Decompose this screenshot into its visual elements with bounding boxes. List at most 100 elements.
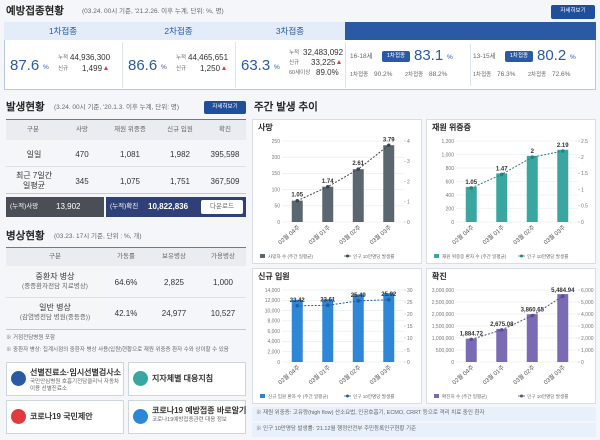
table-header-cell: 신규 입원 [167,126,193,133]
footnote: ※ 인구 10만명당 발생률: '21.12월 행정안전부 주민등록인구현황 기… [256,426,417,432]
y2-tick-label: 15 [407,324,413,330]
table-cell: 395,598 [210,150,240,159]
y-tick-label: 200 [446,206,455,212]
x-tick-label: 03월 02주 [511,363,536,386]
link-icon [11,371,26,386]
y-tick-label: 1,000 [441,152,454,158]
line-point [499,328,504,332]
chart-title: 확진 [432,271,447,281]
line [471,150,563,189]
rate-unit: % [274,64,280,71]
total-deaths: 13,902 [56,202,81,211]
download-button[interactable] [201,200,243,214]
total-deaths-label: (누적)사망 [10,203,39,210]
bar [352,169,364,222]
detail-button-label[interactable]: 자세히보기 [560,8,586,14]
link-subtitle[interactable]: 코로나19예방접종관련 대응 정보 [152,417,227,423]
detail-button[interactable] [551,5,595,19]
line-point [386,143,391,148]
tab[interactable]: 청소년 접종률 [445,26,496,36]
line-point [499,172,504,177]
y-tick-label: 400 [446,193,455,199]
table-cell: 1,081 [119,150,141,159]
data-label: 2.61 [352,161,364,167]
download-label[interactable]: 다운로드 [210,203,234,210]
row-line [6,329,246,330]
y2-tick-label: 2,000 [581,336,594,342]
y2-tick-label: 0 [407,220,410,226]
y-tick-label: 6,000 [267,329,280,335]
footnote-bg [252,423,596,437]
line-point [356,167,361,171]
footnote-bg [252,407,596,421]
bar [465,186,477,222]
y-tick-label: 0 [277,220,280,226]
legend-label: 사망자 수 (주간 일평균) [268,253,313,260]
y2-tick-label: 3 [407,159,410,165]
y2-tick-label: 3,000 [581,324,594,330]
link-title[interactable]: 코로나19 예방접종 바로알기 [152,406,247,415]
x-tick-label: 03월 02주 [337,223,362,246]
x-tick-label: 03월 01주 [481,223,506,246]
link-title[interactable]: 지자체별 대응지침 [152,374,214,383]
bar [352,294,364,362]
section-title: 발생현황 [6,101,45,113]
line-point [469,186,474,190]
y2-tick-label: 5 [407,348,410,354]
y-tick-label: 150 [272,171,281,177]
y-tick-label: 600 [446,179,455,185]
legend-label: 신규 입원 환자 수 (주간 일평균) [268,393,329,400]
chart-title: 신규 입원 [258,271,290,281]
bar [322,186,334,222]
y-tick-label: 8,000 [267,319,280,325]
rate: 80.2 [537,47,567,64]
link-title[interactable]: 코로나19 국민제안 [30,412,93,421]
rate: 83.1 [414,47,444,64]
link-card[interactable] [128,400,246,434]
first: 76.3% [497,71,516,78]
rate: 63.3 [241,57,271,74]
table-cell: 42.1% [114,309,138,318]
tab-active [345,22,596,40]
line [471,295,564,340]
y2-tick-label: 1.5 [581,171,588,177]
tab[interactable]: 3차접종 [275,26,305,36]
line-point [356,299,361,303]
detail-button[interactable] [204,101,246,114]
link-subtitle[interactable]: 국민안심병원 호흡기전담클리닉 자동차이용 선별진료소 [30,379,120,392]
table-cell: 1,982 [169,150,191,159]
table-header-cell: 구분 [49,253,61,260]
y2-tick-label: 2 [407,179,410,185]
total-deaths-box [6,197,104,217]
badge-label: 1차접종 [509,53,529,59]
legend-label: 재원 위중증 환자 수 (주간 일평균) [442,253,507,260]
second: 72.6% [552,71,571,78]
line-point [530,313,535,318]
badge-label: 1차접종 [386,53,406,59]
extra-label: 60세이상 [289,70,311,76]
x-tick-label: 02월 04주 [450,363,475,386]
link-title[interactable]: 선별진료소·임시선별검사소 [30,368,121,377]
x-tick-label: 03월 01주 [307,223,332,246]
bar [557,294,569,362]
detail-button-label[interactable]: 자세히보기 [212,104,238,110]
tab[interactable]: 1차접종 [48,26,78,36]
data-label: 2,675.08 [490,322,514,328]
y2-tick-label: 5,000 [581,300,594,306]
data-label: 1.05 [465,180,477,186]
note: (03.24. 00시 기준, '21.2.26. 이후 누계, 단위: %, … [82,8,224,15]
table-header-cell: 가용병상 [211,253,235,260]
legend-swatch [520,394,523,398]
new-label: 신규 [176,66,187,72]
age: 13-15세 [473,53,496,60]
row-line [6,297,246,298]
footnote: ※ 거점전담병원 포함 [6,335,56,341]
y-tick-label: 0 [451,360,454,366]
x-tick-label: 03월 02주 [337,363,362,386]
y2-tick-label: 4,000 [581,312,594,318]
legend-swatch [434,254,439,258]
separator [470,44,471,86]
tab[interactable]: 2차접종 [164,26,193,36]
legend-label: 확진자 수 (주간 일평균) [442,393,487,400]
link-icon [11,409,26,424]
